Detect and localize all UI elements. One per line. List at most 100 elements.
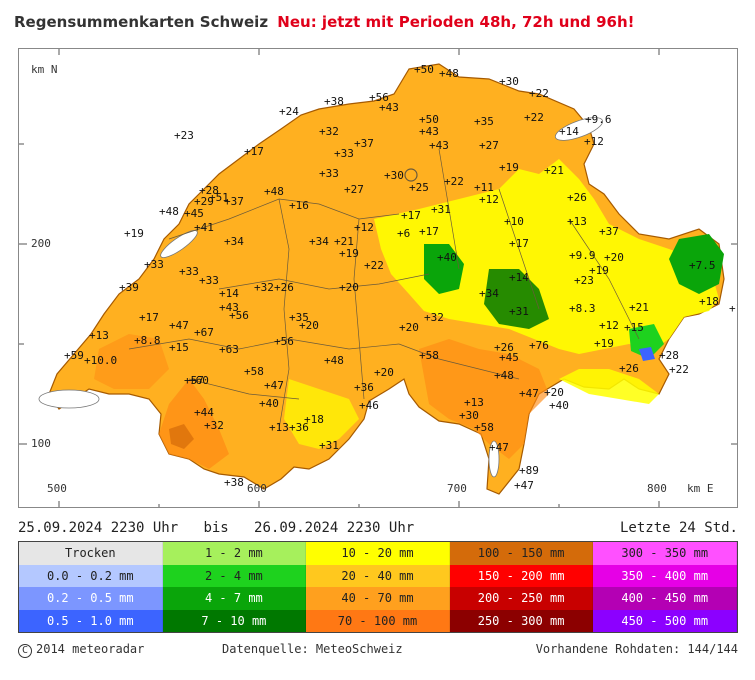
station-value: +17 <box>419 225 439 238</box>
station-value: +26 <box>619 362 639 375</box>
station-value: +20 <box>374 366 394 379</box>
station-value: +20 <box>604 251 624 264</box>
station-value: +58 <box>474 421 494 434</box>
station-value: +16 <box>289 199 309 212</box>
station-value: +63 <box>219 343 239 356</box>
station-value: +47 <box>264 379 284 392</box>
station-value: +47 <box>169 319 189 332</box>
zone-10-20-east <box>559 369 659 404</box>
y-tick-200: 200 <box>31 237 51 250</box>
station-value: +56 <box>274 335 294 348</box>
legend-cell: 0.5 - 1.0 mm <box>19 609 163 632</box>
legend-cell: 7 - 10 mm <box>162 609 307 632</box>
station-value: +13 <box>567 215 587 228</box>
station-value: +34 <box>479 287 499 300</box>
station-value: +33 <box>179 265 199 278</box>
station-value: +43 <box>419 125 439 138</box>
station-value: +46 <box>359 399 379 412</box>
station-value: +8.8 <box>134 334 161 347</box>
station-value: +39 <box>119 281 139 294</box>
station-value: +21 <box>629 301 649 314</box>
station-value: +21 <box>544 164 564 177</box>
copyright: C 2014 meteoradar <box>18 642 144 658</box>
station-value: +57 <box>184 374 204 387</box>
station-value: +36 <box>354 381 374 394</box>
station-value: +37 <box>599 225 619 238</box>
legend-cell: 2 - 4 mm <box>162 564 307 587</box>
station-value: +35 <box>474 115 494 128</box>
station-value: +27 <box>344 183 364 196</box>
legend-cell: 20 - 40 mm <box>306 564 450 587</box>
station-value: +26 <box>494 341 514 354</box>
station-value: +50 <box>419 113 439 126</box>
station-value: +7.5 <box>689 259 716 272</box>
station-value: +30 <box>384 169 404 182</box>
station-value: +17 <box>401 209 421 222</box>
station-value: +13 <box>464 396 484 409</box>
station-values: +50 +48+30+22+38 +56+43+24+50 +35 +22+43+32+… <box>64 63 737 492</box>
legend-cell: 150 - 200 mm <box>449 564 594 587</box>
station-value: +12 <box>584 135 604 148</box>
station-value: +76 <box>529 339 549 352</box>
zone-4-7-grisons <box>669 234 724 294</box>
station-value: +18 <box>699 295 719 308</box>
station-value: +32 <box>254 281 274 294</box>
station-value: +23 <box>174 129 194 142</box>
x-tick-800: 800 <box>647 482 667 495</box>
map-canvas[interactable]: +50 +48+30+22+38 +56+43+24+50 +35 +22+43+32+… <box>19 49 738 508</box>
station-value: +48 <box>159 205 179 218</box>
station-value: +11 <box>474 181 494 194</box>
station-value: +9.6 <box>585 113 612 126</box>
station-value: +6 <box>397 227 410 240</box>
legend-cell: 0.0 - 0.2 mm <box>19 564 163 587</box>
x-tick-600: 600 <box>247 482 267 495</box>
station-value: +48 <box>264 185 284 198</box>
station-value: +58 <box>419 349 439 362</box>
title-text: Regensummenkarten Schweiz <box>14 13 269 31</box>
raw-data-count: Vorhandene Rohdaten: 144/144 <box>535 642 738 656</box>
station-value: +29 <box>194 195 214 208</box>
station-value: +28 <box>199 184 219 197</box>
legend-cell: 450 - 500 mm <box>593 609 737 632</box>
station-value: +48 <box>439 67 459 80</box>
canton-borders <box>128 148 640 430</box>
lake-neuchatel <box>160 230 198 258</box>
x-tick-500: 500 <box>47 482 67 495</box>
period-separator: bis <box>203 520 229 536</box>
station-value: +20 <box>339 281 359 294</box>
station-value: +60 <box>189 374 209 387</box>
axis-unit-north: km N <box>31 63 58 76</box>
zone-4-7-gotthard <box>424 244 464 294</box>
legend-cell: 400 - 450 mm <box>593 587 737 610</box>
precipitation-map[interactable]: +50 +48 +30 +22 +38 +56 +43 +24 +50 +35 +22 +43 +32 +… <box>18 48 738 508</box>
station-value: +14 <box>559 125 579 138</box>
station-value: +37 <box>224 195 244 208</box>
zone-10-20-south <box>284 379 359 449</box>
station-value: +19 <box>594 337 614 350</box>
legend-cell: 70 - 100 mm <box>306 609 450 632</box>
station-value: +32 <box>319 125 339 138</box>
station-value: +45 <box>184 207 204 220</box>
station-value: +25 <box>409 181 429 194</box>
zone-7-10-gotthard <box>484 269 549 329</box>
announcement-text: Neu: jetzt mit Perioden 48h, 72h und 96h… <box>277 13 635 31</box>
zurich-marker <box>404 168 418 182</box>
zone-10-20-central <box>374 159 719 354</box>
zone-70-100-west <box>94 334 169 389</box>
station-value: +31 <box>509 305 529 318</box>
station-value: +34 <box>309 235 329 248</box>
station-value: +14 <box>509 271 529 284</box>
station-value: +43 <box>379 101 399 114</box>
lake-geneva <box>38 389 100 409</box>
station-value: +47 <box>514 479 534 492</box>
station-value: +12 <box>599 319 619 332</box>
station-value: +32 <box>204 419 224 432</box>
lake-maggiore <box>488 440 500 478</box>
zone-100-150-valais <box>169 424 194 449</box>
period-to: 26.09.2024 2230 Uhr <box>254 520 415 536</box>
period-window: Letzte 24 Std. <box>619 520 738 536</box>
station-value: +9.9 <box>569 249 596 262</box>
station-value: +35 <box>289 311 309 324</box>
station-value: +48 <box>494 369 514 382</box>
station-value: +33 <box>334 147 354 160</box>
